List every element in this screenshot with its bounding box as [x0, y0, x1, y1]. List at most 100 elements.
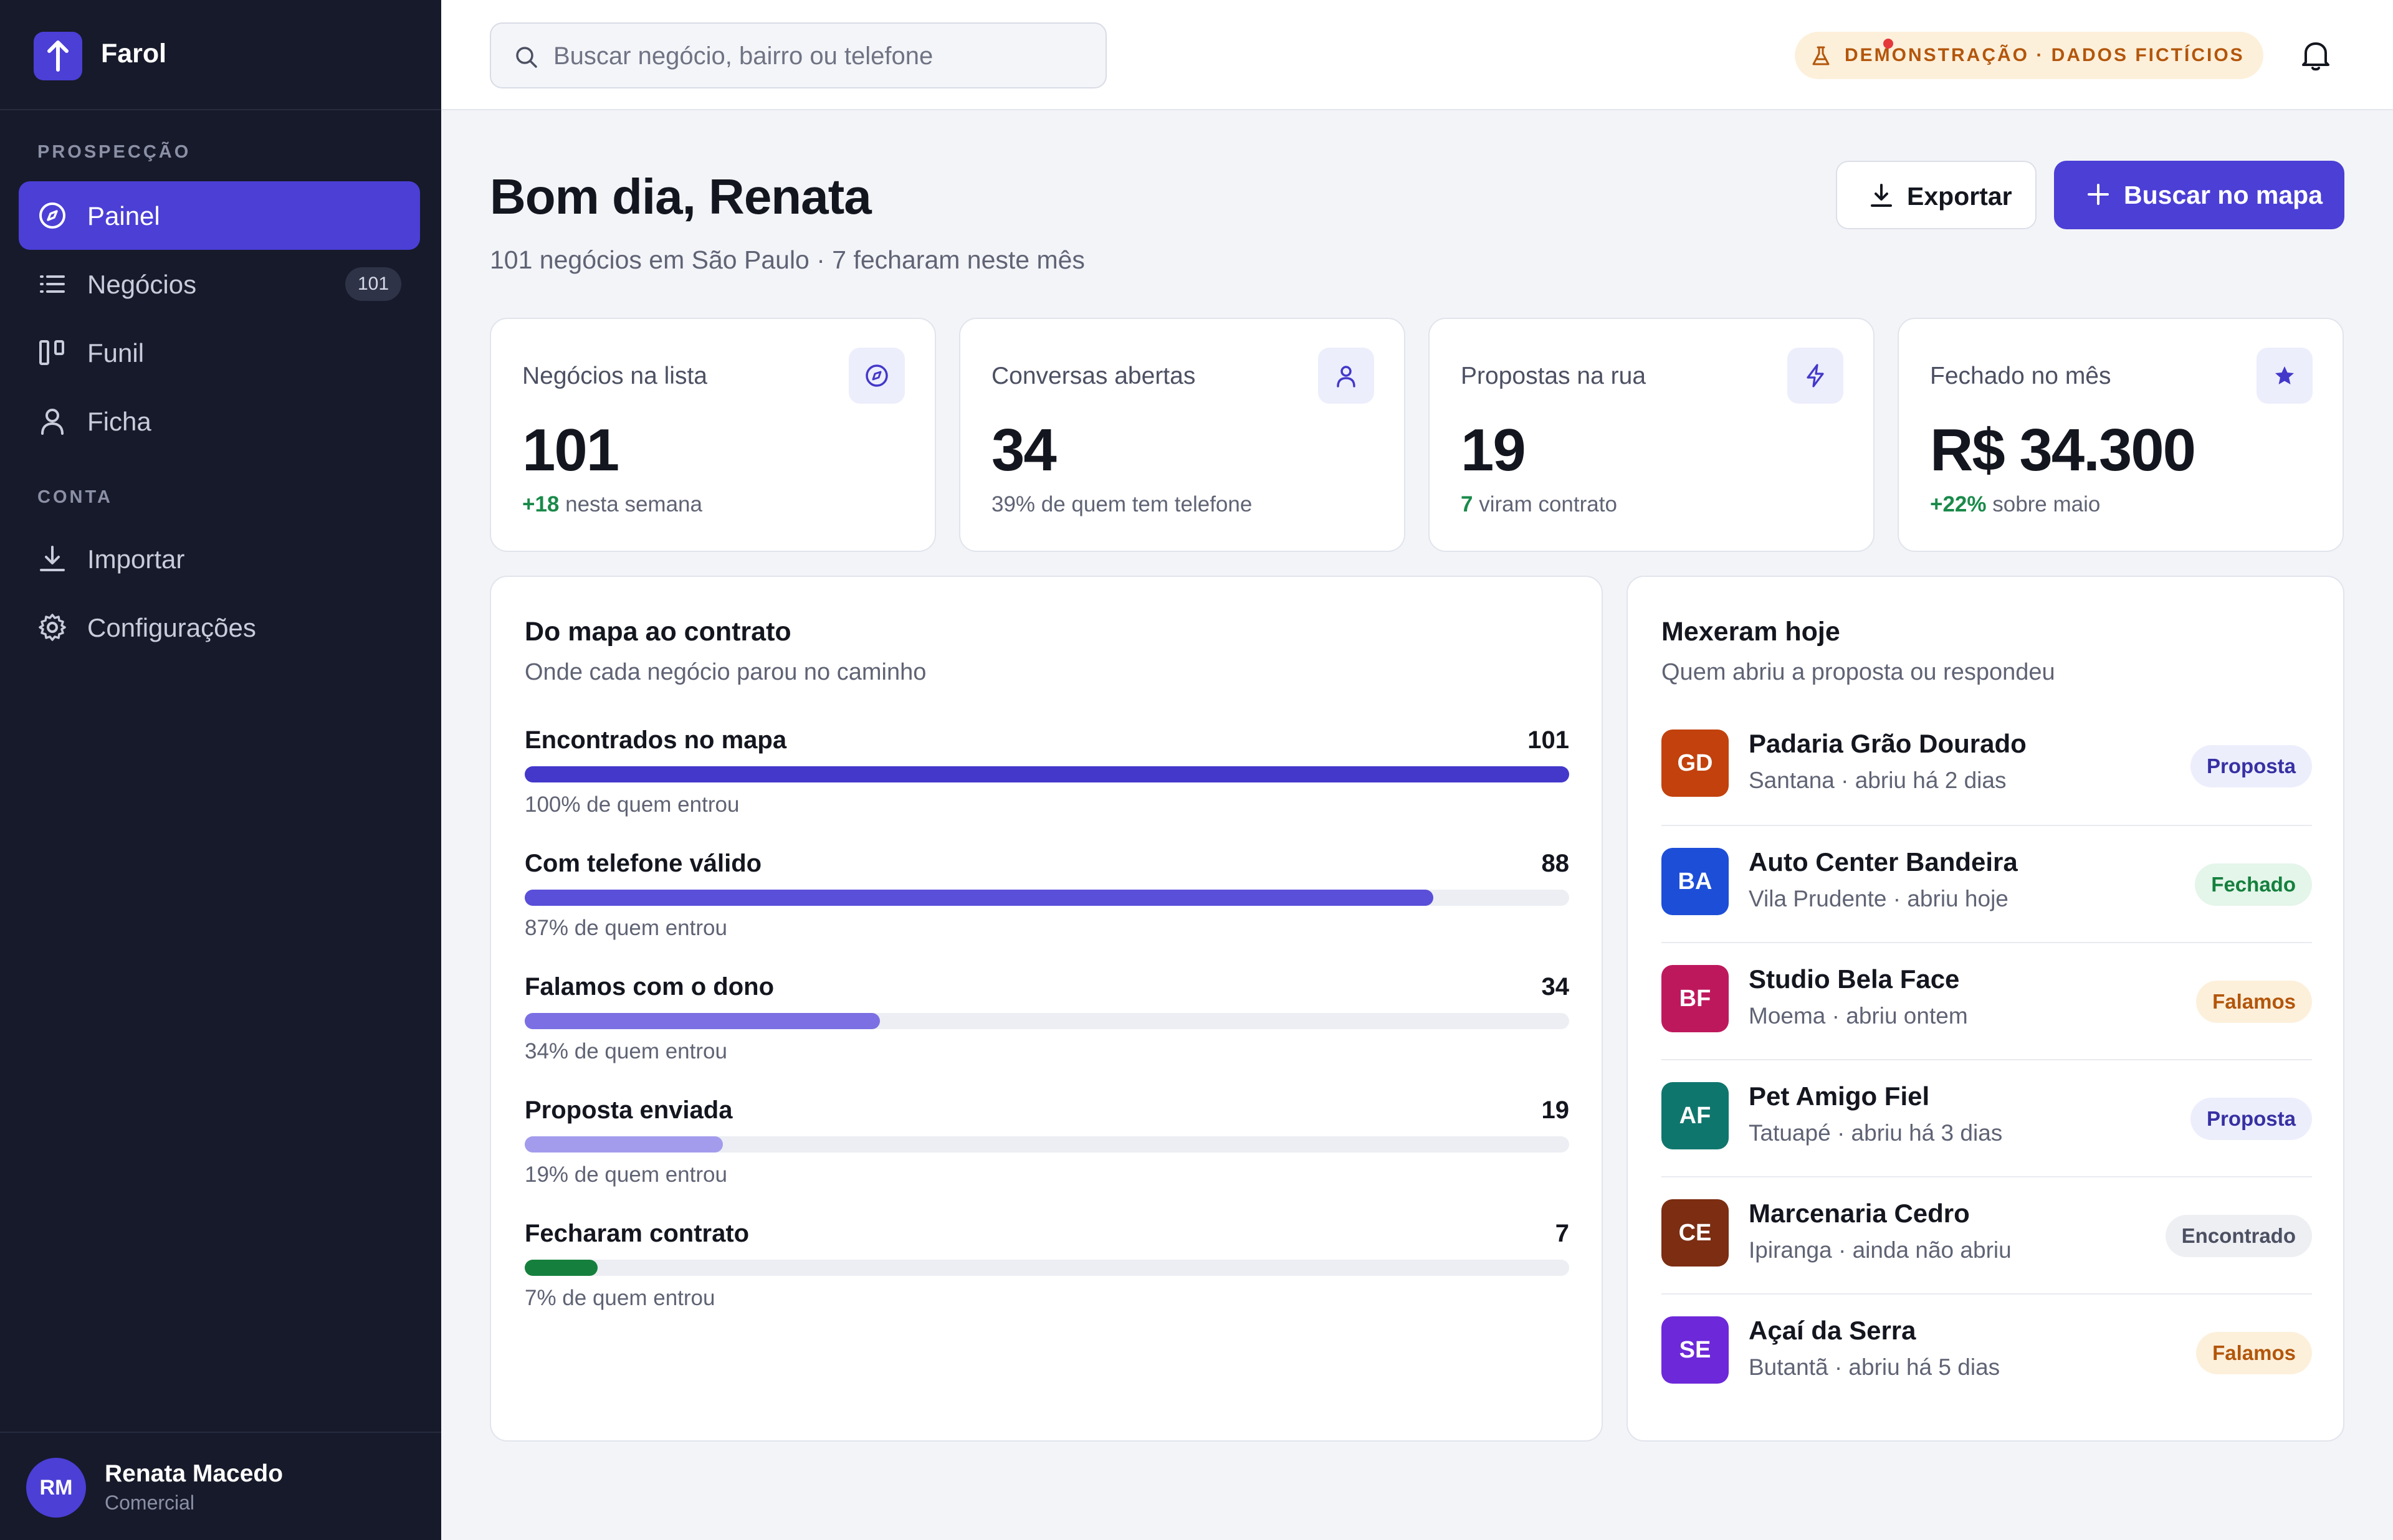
star-icon	[2275, 366, 2294, 384]
funnel-bar-track	[525, 1260, 1569, 1276]
stat-icon-box	[849, 348, 905, 404]
list-icon	[40, 275, 65, 293]
sidebar-item-importar[interactable]: Importar	[19, 525, 420, 593]
bolt-icon	[1807, 364, 1824, 387]
panel-subtitle: Quem abriu a proposta ou respondeu	[1661, 659, 2055, 685]
search-map-button[interactable]: Buscar no mapa	[2054, 161, 2344, 229]
funnel-bar-track	[525, 766, 1569, 782]
kanban-icon	[39, 340, 64, 365]
gear-icon	[39, 614, 66, 641]
brand[interactable]: Farol	[0, 0, 441, 110]
stat-value: 34	[991, 417, 1057, 483]
avatar: CE	[1661, 1199, 1729, 1267]
funnel-stage[interactable]: Fecharam contrato 7 7% de quem entrou	[525, 1220, 1569, 1332]
sidebar-item-label: Negócios	[87, 270, 197, 299]
business-meta: Vila Prudente · abriu hoje	[1749, 886, 2008, 911]
funnel-stage-label: Com telefone válido	[525, 850, 762, 877]
stat-highlight: 7	[1461, 492, 1473, 516]
user-icon	[1337, 366, 1355, 387]
bell-icon[interactable]	[2297, 36, 2334, 74]
status-badge: Fechado	[2195, 863, 2312, 906]
list-item[interactable]: SE Açaí da Serra Butantã · abriu há 5 di…	[1661, 1293, 2312, 1410]
user-icon	[41, 409, 64, 435]
notification-dot	[1883, 39, 1893, 49]
stat-card-propostas: Propostas na rua 19 7 viram contrato	[1428, 318, 1875, 552]
user-profile[interactable]: RM Renata Macedo Comercial	[0, 1432, 441, 1540]
funnel-bar-track	[525, 1013, 1569, 1029]
funnel-stage-count: 88	[1541, 850, 1570, 877]
list-item[interactable]: BA Auto Center Bandeira Vila Prudente · …	[1661, 825, 2312, 942]
sidebar-item-label: Funil	[87, 338, 145, 368]
flask-icon	[1812, 46, 1830, 65]
section-label-prospeccao: PROSPECÇÃO	[37, 142, 191, 162]
status-badge: Falamos	[2196, 1332, 2312, 1374]
stat-card-conversas: Conversas abertas 34 39% de quem tem tel…	[959, 318, 1405, 552]
stat-icon-box	[1787, 348, 1843, 404]
export-button[interactable]: Exportar	[1836, 161, 2037, 229]
panel-title: Mexeram hoje	[1661, 617, 1840, 647]
brand-name: Farol	[101, 39, 167, 69]
status-badge: Encontrado	[2165, 1215, 2312, 1257]
funnel-stage-label: Encontrados no mapa	[525, 726, 787, 754]
panel-subtitle: Onde cada negócio parou no caminho	[525, 659, 927, 685]
funnel-stage-label: Falamos com o dono	[525, 973, 775, 1001]
search-box[interactable]	[490, 22, 1107, 88]
sidebar-item-ficha[interactable]: Ficha	[19, 387, 420, 455]
download-icon	[40, 546, 65, 571]
page-title: Bom dia, Renata	[490, 169, 872, 224]
list-item[interactable]: BF Studio Bela Face Moema · abriu ontem …	[1661, 942, 2312, 1059]
plus-icon	[2088, 184, 2109, 205]
funnel-stage-percent: 34% de quem entrou	[525, 1039, 727, 1063]
sidebar-item-label: Ficha	[87, 407, 151, 436]
status-badge: Proposta	[2190, 1098, 2312, 1140]
sidebar-item-painel[interactable]: Painel	[19, 181, 420, 250]
business-meta: Moema · abriu ontem	[1749, 1003, 1968, 1029]
panel-title: Do mapa ao contrato	[525, 617, 791, 647]
status-badge: Falamos	[2196, 981, 2312, 1023]
list-item[interactable]: AF Pet Amigo Fiel Tatuapé · abriu há 3 d…	[1661, 1059, 2312, 1176]
funnel-bar-fill	[525, 766, 1569, 782]
funnel-bar-fill	[525, 1013, 880, 1029]
stat-note: +22% sobre maio	[1930, 492, 2100, 517]
avatar: AF	[1661, 1082, 1729, 1149]
stat-note-text: viram contrato	[1473, 492, 1617, 516]
funnel-bar-track	[525, 1136, 1569, 1153]
topbar: DEMONSTRAÇÃO · DADOS FICTÍCIOS	[441, 0, 2393, 110]
business-name: Pet Amigo Fiel	[1749, 1081, 1930, 1111]
status-badge: Proposta	[2190, 745, 2312, 787]
stat-label: Propostas na rua	[1461, 363, 1646, 389]
funnel-stage-percent: 87% de quem entrou	[525, 916, 727, 940]
funnel-stage[interactable]: Com telefone válido 88 87% de quem entro…	[525, 850, 1569, 962]
sidebar-item-negocios[interactable]: Negócios 101	[19, 250, 420, 318]
search-icon	[516, 47, 537, 68]
funnel-panel: Do mapa ao contrato Onde cada negócio pa…	[490, 576, 1603, 1442]
stat-highlight: +22%	[1930, 492, 1987, 516]
sidebar: Farol PROSPECÇÃO Painel Negócios 101 Fun…	[0, 0, 441, 1540]
funnel-stage-label: Proposta enviada	[525, 1096, 733, 1124]
search-map-button-label: Buscar no mapa	[2124, 181, 2323, 209]
stat-note: 39% de quem tem telefone	[991, 492, 1252, 517]
business-meta: Tatuapé · abriu há 3 dias	[1749, 1120, 2003, 1146]
business-meta: Ipiranga · ainda não abriu	[1749, 1237, 2012, 1263]
funnel-stage[interactable]: Falamos com o dono 34 34% de quem entrou	[525, 973, 1569, 1085]
stat-label: Conversas abertas	[991, 363, 1196, 389]
stat-card-fechado: Fechado no mês R$ 34.300 +22% sobre maio	[1898, 318, 2344, 552]
list-item[interactable]: CE Marcenaria Cedro Ipiranga · ainda não…	[1661, 1176, 2312, 1293]
download-icon	[1871, 184, 1892, 207]
list-item[interactable]: GD Padaria Grão Dourado Santana · abriu …	[1661, 708, 2312, 825]
funnel-stage-count: 101	[1527, 726, 1569, 754]
funnel-stage[interactable]: Encontrados no mapa 101 100% de quem ent…	[525, 726, 1569, 839]
stat-label: Negócios na lista	[522, 363, 707, 389]
business-meta: Butantã · abriu há 5 dias	[1749, 1354, 2000, 1380]
sidebar-item-label: Configurações	[87, 613, 256, 642]
user-role: Comercial	[105, 1491, 195, 1514]
funnel-stage-count: 34	[1541, 973, 1570, 1001]
sidebar-item-funil[interactable]: Funil	[19, 318, 420, 387]
stat-highlight: +18	[522, 492, 560, 516]
funnel-stage-count: 7	[1555, 1220, 1569, 1247]
sidebar-item-label: Importar	[87, 544, 185, 574]
sidebar-item-configuracoes[interactable]: Configurações	[19, 593, 420, 662]
funnel-stage[interactable]: Proposta enviada 19 19% de quem entrou	[525, 1096, 1569, 1209]
search-input[interactable]	[553, 36, 1089, 76]
business-name: Açaí da Serra	[1749, 1316, 1916, 1345]
